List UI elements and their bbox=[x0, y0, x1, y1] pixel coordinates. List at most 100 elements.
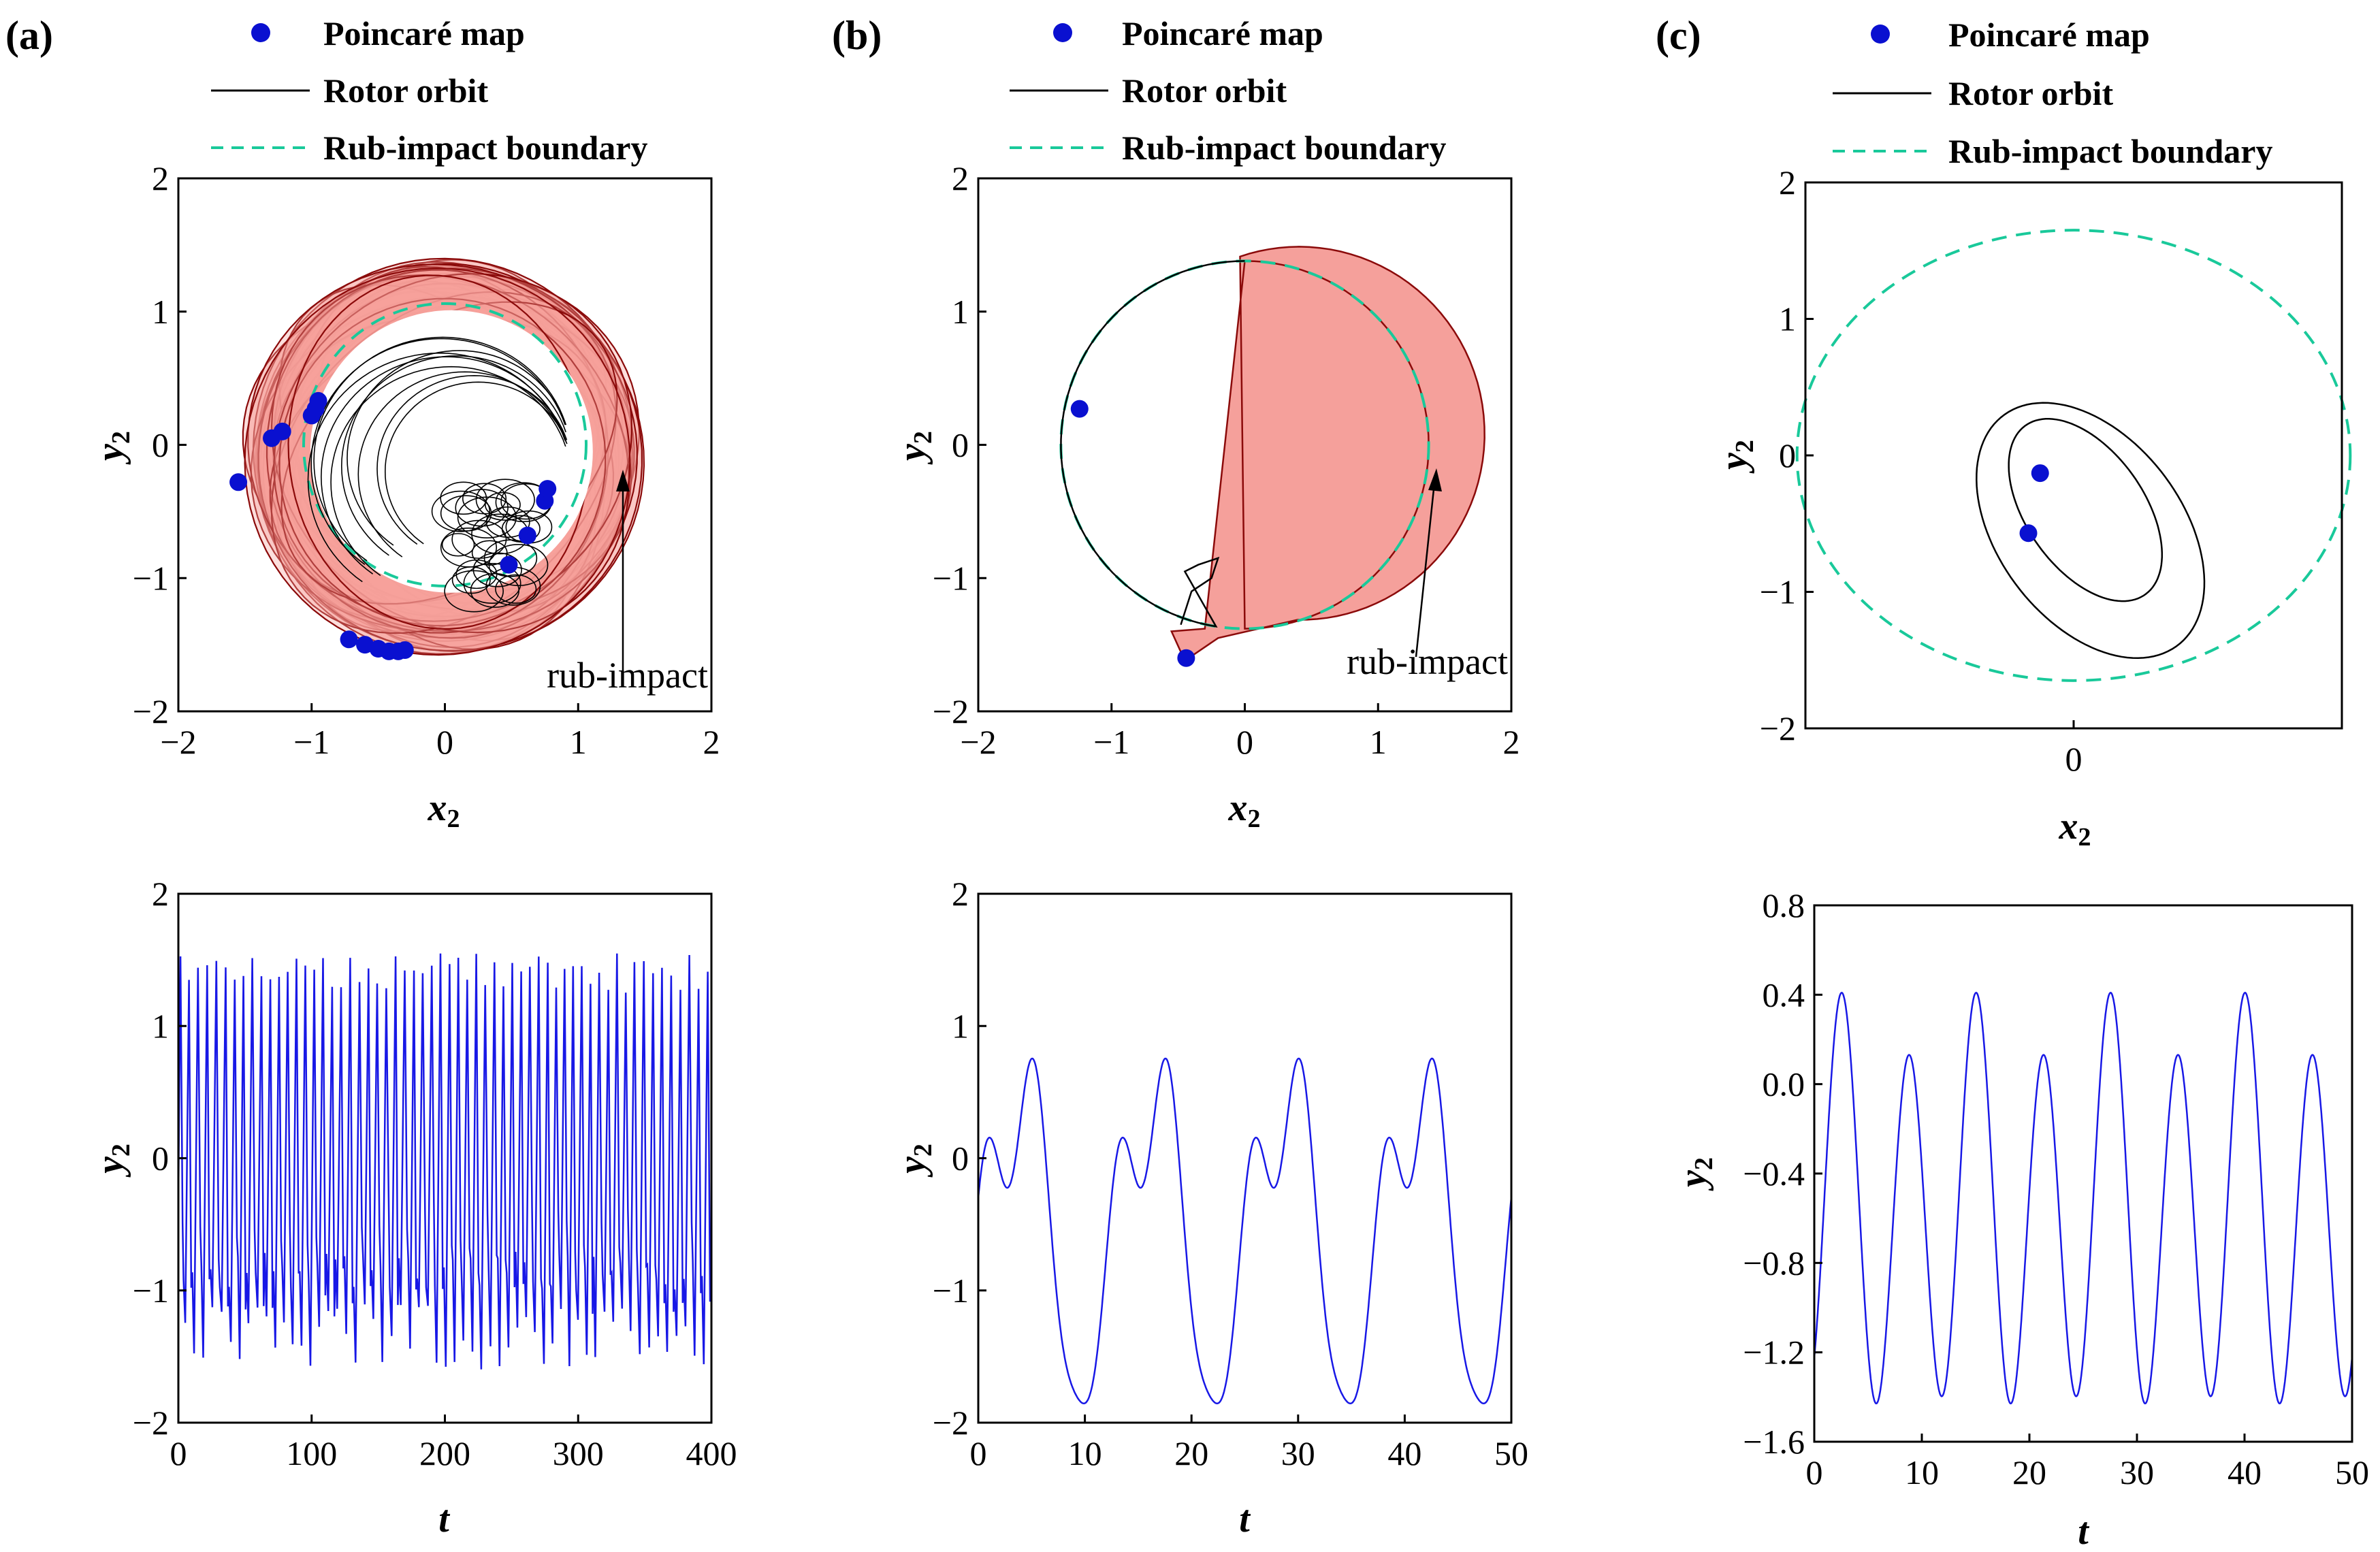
orbit-loop bbox=[455, 489, 509, 527]
axis-label-symbol: x bbox=[428, 787, 447, 829]
poincare-point bbox=[273, 422, 291, 440]
y-tick-label: −1.6 bbox=[1743, 1423, 1805, 1461]
y-tick-label: 1 bbox=[952, 293, 969, 331]
x-tick-label: 50 bbox=[2335, 1453, 2369, 1491]
orbit-arc bbox=[340, 355, 566, 556]
time-series-line bbox=[177, 953, 712, 1370]
axis-label-subscript: 2 bbox=[1690, 1157, 1718, 1170]
annotation-arrow-line bbox=[1415, 476, 1436, 658]
x-tick-label: 1 bbox=[1370, 723, 1387, 761]
x-tick-label: 20 bbox=[2012, 1453, 2046, 1491]
y-tick-label: −0.4 bbox=[1743, 1154, 1805, 1193]
legend-poincare-marker bbox=[1871, 25, 1890, 44]
poincare-point bbox=[538, 480, 557, 498]
y-tick-label: 0 bbox=[952, 1139, 969, 1178]
axis-label-symbol: y bbox=[89, 1156, 131, 1178]
rub-impact-boundary bbox=[302, 302, 588, 587]
legend-poincare-label: Poincaré map bbox=[323, 14, 525, 52]
plot-frame bbox=[977, 892, 1513, 1424]
y-tick-label: 0 bbox=[952, 426, 969, 464]
legend-boundary-label: Rub-impact boundary bbox=[1122, 129, 1447, 167]
y-tick-label: −2 bbox=[1760, 709, 1796, 747]
axis-label-symbol: t bbox=[2078, 1510, 2089, 1552]
y-tick-label: 2 bbox=[1779, 163, 1796, 201]
poincare-point bbox=[396, 641, 414, 659]
y-tick-label: 2 bbox=[152, 159, 169, 197]
x-tick-label: 0 bbox=[1236, 723, 1253, 761]
y-tick-label: −1 bbox=[133, 559, 169, 597]
y-tick-label: −2 bbox=[933, 1404, 969, 1442]
legend-b: Poincaré map Rotor orbit Rub-impact boun… bbox=[1010, 14, 1447, 167]
y-tick-label: 1 bbox=[1779, 300, 1796, 338]
orbit-loop bbox=[485, 506, 530, 538]
axis-label-symbol: t bbox=[1239, 1498, 1251, 1540]
axis-label-symbol: y bbox=[891, 443, 933, 465]
axis-label-subscript: 2 bbox=[447, 805, 460, 833]
y-tick-label: −2 bbox=[133, 1404, 169, 1442]
x-tick-label: −2 bbox=[160, 723, 196, 761]
y-tick-label: 2 bbox=[152, 875, 169, 913]
y-tick-label: 0 bbox=[152, 426, 169, 464]
x-tick-label: 400 bbox=[686, 1434, 737, 1472]
x-tick-label: 100 bbox=[286, 1434, 337, 1472]
y-tick-label: −2 bbox=[933, 692, 969, 730]
time-plot-c: 0 10 20 30 40 50 −1.6 −1.2 −0.8 −0.4 0.0 0.4 0.8 t y2 bbox=[1672, 886, 2369, 1552]
legend-poincare-marker bbox=[251, 23, 270, 42]
y-tick-label: −1 bbox=[1760, 573, 1796, 611]
legend-boundary-label: Rub-impact boundary bbox=[323, 129, 648, 167]
x-axis-label: t bbox=[2078, 1510, 2089, 1552]
orbit-loop bbox=[475, 479, 535, 521]
y-tick-label: 1 bbox=[952, 1007, 969, 1045]
axis-label-symbol: y bbox=[1713, 452, 1755, 474]
x-tick-label: 200 bbox=[419, 1434, 470, 1472]
time-series-line bbox=[1813, 992, 2353, 1405]
axis-label-symbol: y bbox=[1672, 1169, 1714, 1191]
time-series-line bbox=[977, 1057, 1513, 1405]
x-tick-label: 0 bbox=[436, 723, 453, 761]
orbit-arc bbox=[310, 338, 566, 565]
y-tick-label: 0.4 bbox=[1763, 975, 1805, 1014]
x-axis-label: x2 bbox=[1228, 787, 1261, 833]
x-tick-label: 1 bbox=[570, 723, 587, 761]
legend-orbit-label: Rotor orbit bbox=[1122, 71, 1287, 110]
rotor-orbit bbox=[1060, 260, 1245, 628]
y-tick-label: −2 bbox=[133, 692, 169, 730]
rotor-orbit-outer bbox=[1976, 402, 2206, 660]
y-tick-label: 2 bbox=[952, 159, 969, 197]
y-axis-label: y2 bbox=[891, 1144, 937, 1178]
axis-label-subscript: 2 bbox=[909, 1144, 937, 1157]
y-tick-label: 0.8 bbox=[1763, 886, 1805, 924]
axis-label-symbol: x bbox=[1228, 787, 1248, 829]
x-tick-label: 10 bbox=[1068, 1434, 1102, 1472]
y-tick-label: 0 bbox=[1779, 436, 1796, 474]
y-tick-label: −0.8 bbox=[1743, 1244, 1805, 1282]
x-tick-label: 0 bbox=[2065, 740, 2082, 778]
legend-a: Poincaré map Rotor orbit Rub-impact boun… bbox=[211, 14, 648, 167]
orbit-arc bbox=[347, 350, 567, 546]
panel-label-b: (b) bbox=[832, 13, 882, 58]
x-tick-label: 40 bbox=[2228, 1453, 2262, 1491]
poincare-point bbox=[340, 630, 358, 649]
poincare-point bbox=[518, 526, 536, 545]
y-tick-label: 0.0 bbox=[1763, 1065, 1805, 1103]
x-tick-label: 2 bbox=[703, 723, 720, 761]
axis-label-symbol: y bbox=[891, 1156, 933, 1178]
poincare-point bbox=[1177, 649, 1195, 667]
axis-label-subscript: 2 bbox=[909, 431, 937, 444]
orbit-loop bbox=[431, 490, 491, 532]
orbit-loop bbox=[485, 491, 521, 518]
y-tick-label: −1 bbox=[933, 1272, 969, 1310]
orbit-loop bbox=[488, 544, 549, 587]
orbit-arc bbox=[357, 371, 567, 557]
y-tick-label: −1 bbox=[133, 1272, 169, 1310]
x-tick-label: −2 bbox=[960, 723, 996, 761]
y-axis-label: y2 bbox=[891, 431, 937, 465]
axis-label-symbol: t bbox=[438, 1498, 450, 1540]
orbit-loop bbox=[463, 563, 521, 604]
axis-label-symbol: x bbox=[2059, 805, 2078, 847]
x-tick-label: 300 bbox=[553, 1434, 604, 1472]
x-tick-label: 0 bbox=[970, 1434, 987, 1472]
x-axis-label: x2 bbox=[2059, 805, 2091, 852]
